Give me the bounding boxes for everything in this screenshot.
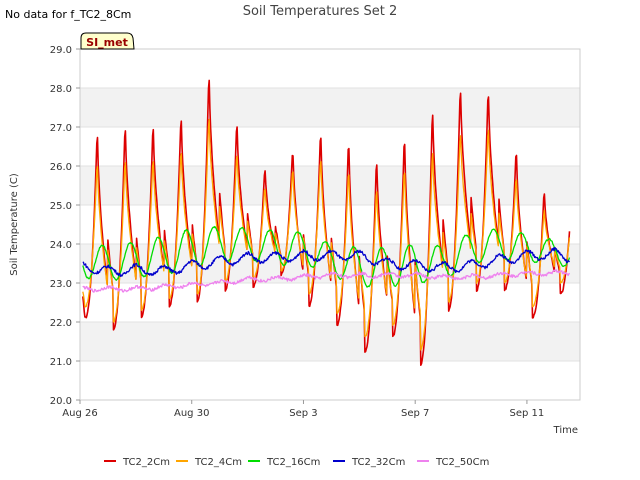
legend-label-TC2_2Cm: TC2_2Cm [122,457,170,468]
y-tick-label: 25.0 [50,201,72,212]
x-tick-label: Aug 26 [62,408,97,419]
y-tick-label: 26.0 [50,162,72,173]
x-tick-label: Aug 30 [174,408,209,419]
series-line-TC2_50Cm [82,269,571,293]
y-tick-label: 22.0 [50,318,72,329]
y-tick-label: 23.0 [50,279,72,290]
series-line-TC2_16Cm [82,225,571,288]
series-line-TC2_32Cm [82,246,570,277]
legend-label-TC2_16Cm: TC2_16Cm [266,457,320,468]
legend-label-TC2_50Cm: TC2_50Cm [435,457,489,468]
y-tick-label: 29.0 [50,45,72,56]
y-tick-label: 28.0 [50,84,72,95]
y-axis-label: Soil Temperature (C) [9,173,20,276]
x-tick-label: Sep 3 [289,408,317,419]
y-tick-label: 21.0 [50,357,72,368]
x-tick-label: Sep 7 [401,408,429,419]
site-badge-label: SI_met [86,36,128,49]
y-tick-label: 27.0 [50,123,72,134]
grid-band [80,166,580,205]
x-axis-label: Time [553,425,578,436]
no-data-note: No data for f_TC2_8Cm [5,8,132,21]
plot-frame [79,48,581,401]
y-tick-label: 20.0 [50,396,72,407]
legend-label-TC2_32Cm: TC2_32Cm [351,457,405,468]
site-badge [80,32,135,50]
y-tick-label: 24.0 [50,240,72,251]
grid-band [80,322,580,361]
chart-title: Soil Temperatures Set 2 [243,4,398,19]
legend-label-TC2_4Cm: TC2_4Cm [194,457,242,468]
grid-band [80,88,580,127]
x-tick-label: Sep 11 [510,408,545,419]
